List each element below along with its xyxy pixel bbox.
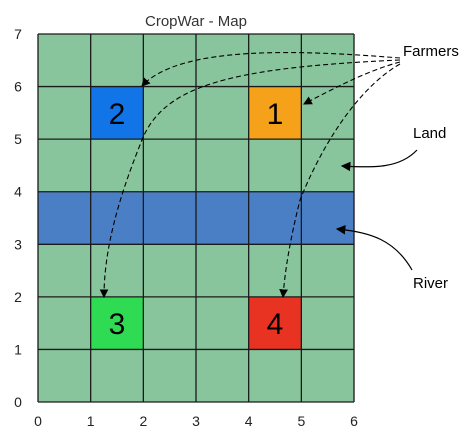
x-axis-ticks: 0 1 2 3 4 5 6 [34, 413, 358, 429]
arrow-to-farmer-4 [279, 63, 401, 299]
farmer-square [248, 86, 302, 140]
x-tick-label: 0 [34, 413, 42, 429]
arrow-to-farmer-2 [141, 51, 401, 87]
farmer-label: 1 [267, 98, 284, 131]
farmer-square [248, 296, 302, 350]
land-callout: Land [413, 125, 446, 142]
river-callout: River [413, 275, 448, 292]
farmer-4: 4 [248, 296, 302, 350]
land-arrow [340, 149, 418, 172]
y-tick-label: 3 [14, 236, 22, 252]
farmer-2: 2 [90, 86, 144, 140]
y-tick-label: 6 [14, 79, 22, 95]
y-tick-label: 0 [14, 394, 22, 410]
farmer-1: 1 [248, 86, 302, 140]
grid-lines [37, 33, 355, 403]
farmers-callout: Farmers [403, 43, 459, 60]
x-tick-label: 1 [87, 413, 95, 429]
farmer-arrows [99, 51, 401, 299]
map-title: CropWar - Map [145, 13, 247, 30]
x-tick-label: 5 [297, 413, 305, 429]
farmer-square [90, 86, 144, 140]
y-tick-label: 7 [14, 26, 22, 42]
x-tick-label: 4 [245, 413, 253, 429]
farmer-label: 2 [109, 98, 126, 131]
farmers-layer: 1 2 3 4 [90, 86, 302, 350]
x-tick-label: 6 [350, 413, 358, 429]
arrow-to-farmer-1 [303, 61, 401, 105]
farmer-square [90, 296, 144, 350]
y-tick-label: 5 [14, 131, 22, 147]
y-tick-label: 4 [14, 184, 22, 200]
arrow-to-farmer-3 [99, 59, 401, 299]
farmer-label: 4 [267, 308, 284, 341]
river-arrow [335, 224, 413, 271]
y-tick-label: 2 [14, 289, 22, 305]
x-tick-label: 2 [139, 413, 147, 429]
x-tick-label: 3 [192, 413, 200, 429]
farmer-3: 3 [90, 296, 144, 350]
y-tick-label: 1 [14, 341, 22, 357]
farmer-label: 3 [109, 308, 126, 341]
y-axis-ticks: 0 1 2 3 4 5 6 7 [14, 26, 22, 410]
